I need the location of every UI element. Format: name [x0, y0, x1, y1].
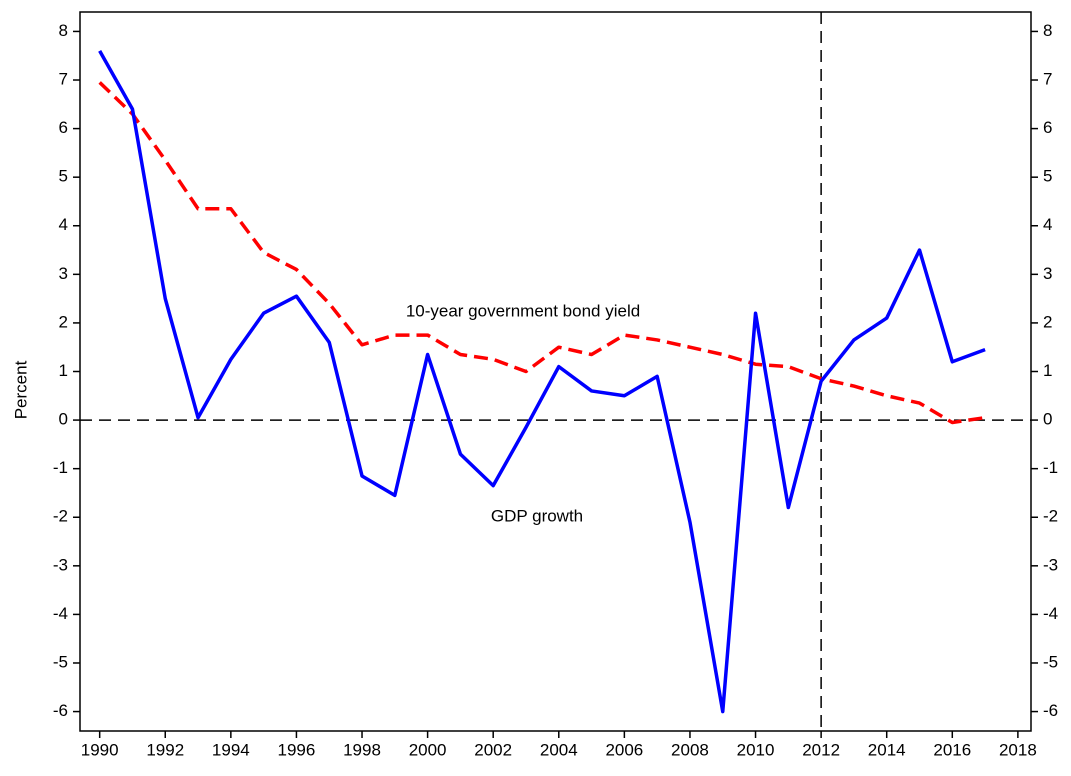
y2-tick-label: 7 [1043, 69, 1052, 88]
y-tick-label: 3 [59, 264, 68, 283]
data-line [98, 50, 986, 714]
y-tick-label: -3 [53, 555, 68, 574]
y2-tick-label: 5 [1043, 167, 1052, 186]
y-tick-label: 0 [59, 410, 68, 429]
y-tick-label: 7 [59, 69, 68, 88]
y-tick-label: -5 [53, 652, 68, 671]
x-tick-label: 2018 [999, 740, 1037, 759]
x-tick-label: 2012 [802, 740, 840, 759]
data-line [98, 81, 986, 425]
y2-tick-label: -6 [1043, 701, 1058, 720]
y2-tick-label: -5 [1043, 652, 1058, 671]
y2-tick-label: -1 [1043, 458, 1058, 477]
x-tick-label: 1994 [212, 740, 250, 759]
y-tick-label: -6 [53, 701, 68, 720]
y-tick-label: 2 [59, 312, 68, 331]
x-tick-label: 2006 [605, 740, 643, 759]
y-axis-label: Percent [11, 360, 30, 419]
x-tick-label: 2010 [737, 740, 775, 759]
y-tick-label: 6 [59, 118, 68, 137]
x-tick-label: 2002 [474, 740, 512, 759]
annotation: GDP growth [491, 506, 583, 525]
y2-tick-label: 2 [1043, 312, 1052, 331]
y2-tick-label: 0 [1043, 410, 1052, 429]
y2-tick-label: -4 [1043, 604, 1058, 623]
x-tick-label: 1998 [343, 740, 381, 759]
x-tick-label: 1992 [146, 740, 184, 759]
y-tick-label: 8 [59, 21, 68, 40]
x-tick-label: 2014 [868, 740, 906, 759]
y2-tick-label: 4 [1043, 215, 1052, 234]
annotation: 10-year government bond yield [406, 301, 640, 320]
y2-tick-label: 6 [1043, 118, 1052, 137]
x-tick-label: 1996 [278, 740, 316, 759]
y-tick-label: 5 [59, 167, 68, 186]
y2-tick-label: -3 [1043, 555, 1058, 574]
y-tick-label: -1 [53, 458, 68, 477]
y2-tick-label: -2 [1043, 507, 1058, 526]
x-tick-label: 1990 [81, 740, 119, 759]
y-tick-label: 4 [59, 215, 68, 234]
x-tick-label: 2008 [671, 740, 709, 759]
y2-tick-label: 3 [1043, 264, 1052, 283]
y2-tick-label: 8 [1043, 21, 1052, 40]
y2-tick-label: 1 [1043, 361, 1052, 380]
x-tick-label: 2000 [409, 740, 447, 759]
y-tick-label: 1 [59, 361, 68, 380]
x-tick-label: 2004 [540, 740, 578, 759]
y-tick-label: -4 [53, 604, 68, 623]
x-tick-label: 2016 [933, 740, 971, 759]
y-tick-label: -2 [53, 507, 68, 526]
